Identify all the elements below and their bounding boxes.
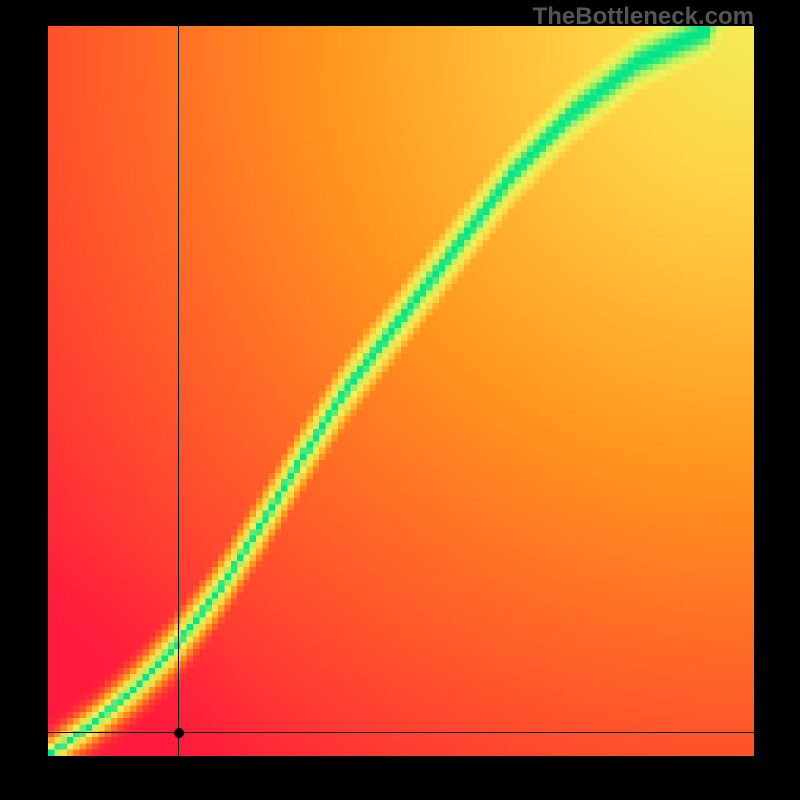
- watermark: TheBottleneck.com: [533, 3, 754, 31]
- bottleneck-heatmap: [48, 26, 754, 756]
- marker-dot: [174, 728, 184, 738]
- crosshair-horizontal: [48, 732, 754, 733]
- chart-container: TheBottleneck.com: [0, 0, 800, 800]
- crosshair-vertical: [178, 26, 179, 756]
